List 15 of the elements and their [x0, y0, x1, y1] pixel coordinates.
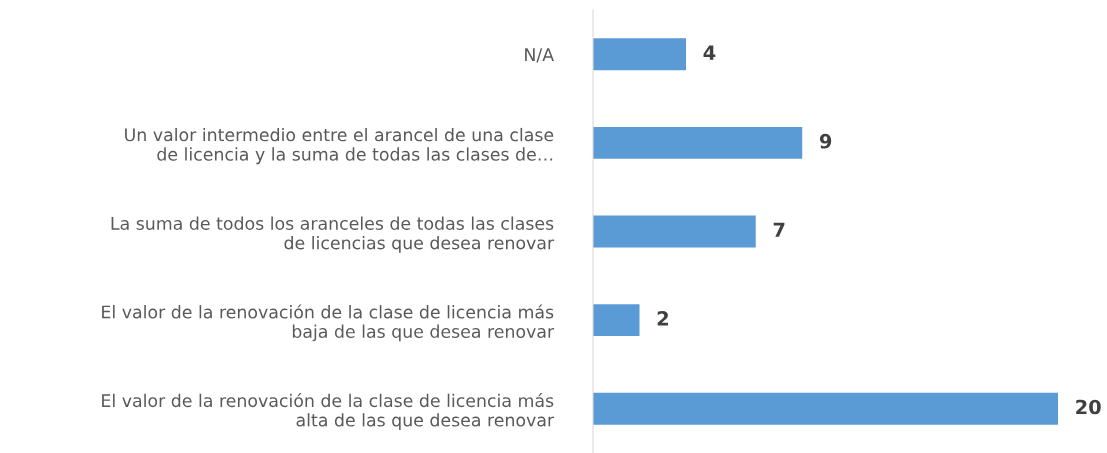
y-tick-label: La suma de todos los aranceles de todas las clases de licencias que desea renovar — [111, 216, 555, 253]
bar — [593, 126, 803, 159]
y-tick-label: El valor de la renovación de la clase de licencia más alta de las que desea renovar — [102, 393, 555, 430]
data-label: 2 — [657, 311, 669, 326]
bar — [593, 215, 756, 248]
bar — [593, 392, 1058, 425]
bar — [593, 38, 686, 71]
data-label: 7 — [773, 222, 785, 237]
y-tick-label: N/A — [525, 48, 554, 63]
data-label: 20 — [1076, 399, 1101, 415]
data-label: 9 — [819, 133, 832, 149]
y-tick-label: Un valor intermedio entre el arancel de una clase de licencia y la suma de todas las clases de… — [125, 127, 554, 165]
bar — [593, 304, 640, 337]
data-label: 4 — [703, 45, 716, 60]
y-tick-label: El valor de la renovación de la clase de licencia más baja de las que desea renovar — [102, 304, 555, 342]
